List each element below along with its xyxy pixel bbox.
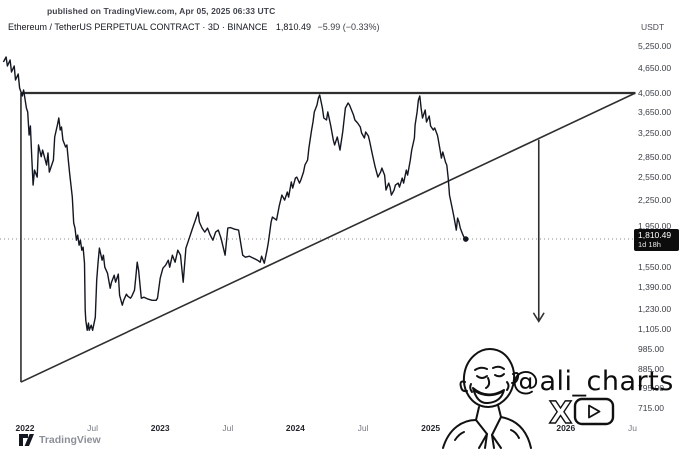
published-attribution: published on TradingView.com, Apr 05, 20… [47,6,276,16]
author-handle: @ali_charts [512,366,674,397]
price-scale-label: 1,230.00 [638,304,672,315]
tradingview-logo-text: TradingView [39,434,101,446]
time-scale-label: Jul [222,423,234,433]
youtube-logo-icon [573,397,615,426]
price-scale-label: 2,250.00 [638,194,672,205]
price-scale-label: 3,250.00 [638,127,672,138]
price-scale-label: 1,105.00 [638,323,672,334]
tradingview-mark-icon [19,434,34,446]
price-scale-label: 3,650.00 [638,106,672,117]
price-scale-label: 4,650.00 [638,62,672,73]
time-scale-label: 2026 [556,423,576,433]
triangle-support-line[interactable] [20,92,636,383]
time-scale-label: Jul [357,423,369,433]
watermark-art: X [442,348,615,449]
symbol-description: Ethereum / TetherUS PERPETUAL CONTRACT ·… [8,22,268,32]
last-price-value: 1,810.49 [275,22,311,32]
price-scale-label: 715.00 [638,402,664,413]
time-scale-label: 2025 [421,423,441,433]
price-scale-label: 885.00 [638,363,664,374]
price-series-line[interactable] [2,56,467,331]
price-scale-label: 1,550.00 [638,262,672,273]
price-scale-label: 985.00 [638,344,664,355]
price-scale-label: 4,050.00 [638,88,672,98]
symbol-info-row: Ethereum / TetherUS PERPETUAL CONTRACT ·… [8,22,380,32]
badge-countdown: 1d 18h [638,239,661,249]
down-arrow-head [532,312,545,323]
price-scale-label: 5,250.00 [638,40,672,51]
last-price-dot [462,236,469,242]
price-scale-label: 1,390.00 [638,281,672,292]
price-scale-label: 795.00 [638,383,664,394]
price-scale[interactable]: 5,250.00 4,650.00 4,050.00 3,650.00 3,250.00… [636,0,680,420]
time-scale-label: 2022 [15,423,35,433]
price-scale-label: 2,850.00 [638,151,672,162]
time-scale[interactable]: 2022 Jul 2023 Jul 2024 Jul 2025 2026 Jul [0,420,637,438]
x-logo-icon: X [549,396,572,431]
portrait-sketch-icon [442,348,532,449]
last-price-badge: 1,810.49 1d 18h [634,228,679,251]
tradingview-logo[interactable]: TradingView [19,434,101,446]
price-scale-label: 2,550.00 [638,171,672,182]
price-change-value: −5.99 (−0.33%) [317,22,380,32]
price-scale-label: 1,950.00 [638,220,672,231]
time-scale-label: Jul [627,423,637,433]
time-scale-label: Jul [87,423,99,433]
author-watermark: X @ali_charts [420,340,680,456]
badge-price: 1,810.49 [638,229,672,240]
time-scale-label: 2024 [285,423,305,433]
quote-currency-label: USDT [641,22,665,32]
time-scale-label: 2023 [150,423,170,433]
